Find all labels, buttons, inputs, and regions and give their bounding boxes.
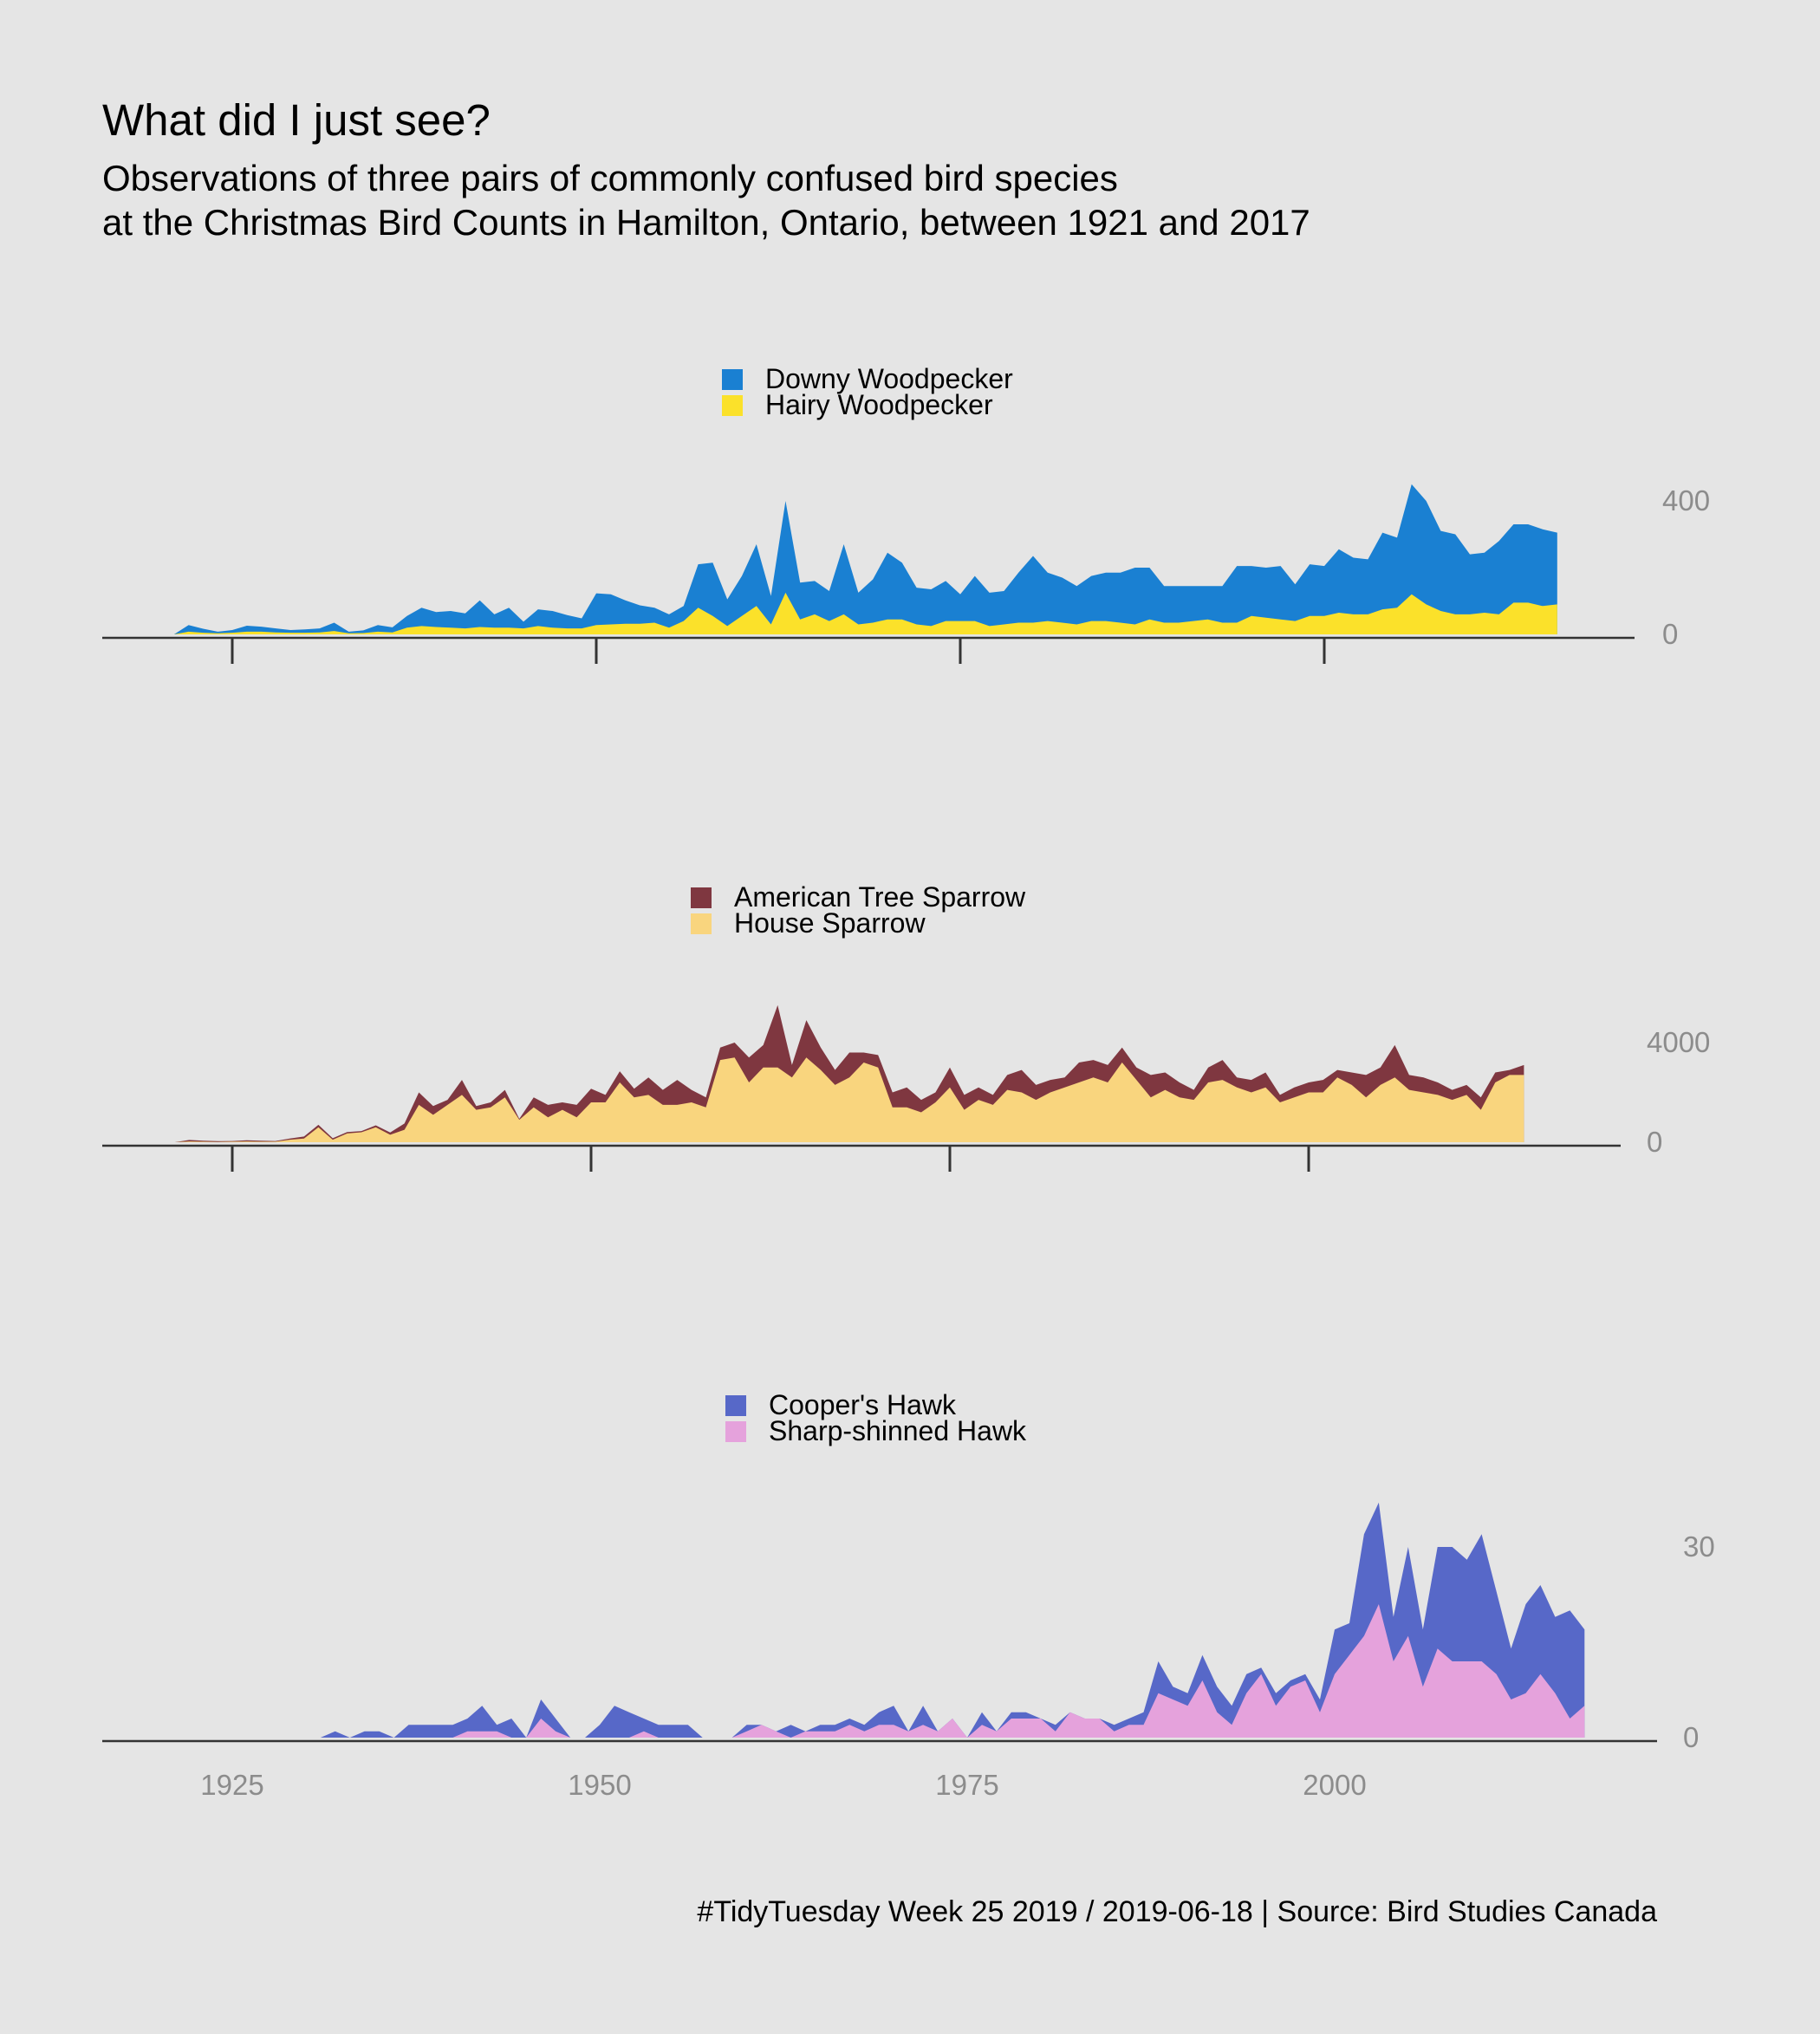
- legend-swatch-2: [722, 395, 743, 416]
- chart-caption: #TidyTuesday Week 25 2019 / 2019-06-18 |…: [697, 1895, 1657, 1928]
- area-series-sharp-shinned-hawk: [173, 1604, 1585, 1738]
- area-series-hairy-woodpecker: [173, 592, 1557, 634]
- legend-swatch-1: [725, 1395, 746, 1416]
- x-tick-label-2000: 2000: [1303, 1769, 1366, 1801]
- y-tick-label-4000: 4000: [1647, 1026, 1710, 1058]
- x-tick-label-1950: 1950: [568, 1769, 631, 1801]
- legend-label-2: Sharp-shinned Hawk: [769, 1415, 1027, 1446]
- y-tick-label-0: 0: [1662, 618, 1678, 650]
- x-tick-label-1975: 1975: [935, 1769, 998, 1801]
- y-tick-label-0: 0: [1683, 1721, 1699, 1753]
- legend-label-2: House Sparrow: [734, 907, 926, 939]
- legend-label-1: Cooper's Hawk: [769, 1389, 957, 1420]
- legend-label-1: American Tree Sparrow: [734, 881, 1026, 913]
- chart-subtitle: Observations of three pairs of commonly …: [102, 158, 1310, 244]
- legend-label-2: Hairy Woodpecker: [765, 389, 993, 420]
- legend-swatch-1: [722, 369, 743, 390]
- y-tick-label-30: 30: [1683, 1530, 1715, 1563]
- legend-label-1: Downy Woodpecker: [765, 363, 1013, 394]
- x-tick-label-1925: 1925: [200, 1769, 263, 1801]
- y-tick-label-400: 400: [1662, 484, 1710, 517]
- legend-swatch-2: [691, 913, 712, 934]
- chart-panel-3: 1925 1950 1975 2000 0 30 Cooper's HawkSharp-sh…: [102, 1389, 1715, 1801]
- area-series-house-sparrow: [174, 1057, 1524, 1142]
- legend-swatch-1: [691, 887, 712, 908]
- legend-swatch-2: [725, 1421, 746, 1442]
- chart-title: What did I just see?: [102, 95, 491, 145]
- y-tick-label-0: 0: [1647, 1126, 1662, 1158]
- area-series-downy-woodpecker: [173, 484, 1557, 634]
